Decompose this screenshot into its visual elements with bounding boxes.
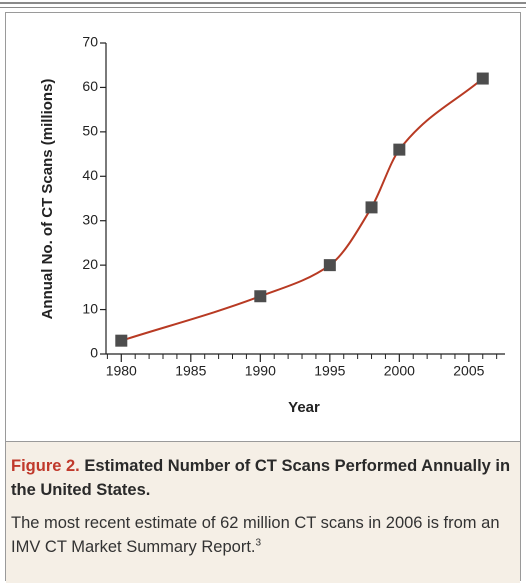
- caption: Figure 2. Estimated Number of CT Scans P…: [6, 441, 520, 583]
- y-axis-label: Annual No. of CT Scans (millions): [39, 79, 56, 320]
- data-point: [115, 334, 128, 347]
- y-tick-label: 70: [82, 34, 98, 50]
- y-tick-label: 0: [90, 345, 98, 361]
- x-tick-label: 1980: [106, 363, 137, 379]
- top-rule: [0, 7, 526, 8]
- x-axis-label: Year: [288, 399, 320, 416]
- x-tick-label: 2000: [384, 363, 415, 379]
- figure-title: Estimated Number of CT Scans Performed A…: [11, 457, 511, 499]
- data-point: [476, 72, 489, 85]
- y-tick-label: 10: [82, 300, 98, 316]
- x-tick-label: 2005: [453, 363, 484, 379]
- data-point: [365, 201, 378, 214]
- figure-panel: Annual No. of CT Scans (millions) Year 0…: [5, 12, 521, 583]
- x-tick-label: 1985: [175, 363, 206, 379]
- data-point: [323, 259, 336, 272]
- top-rule: [0, 2, 526, 4]
- chart: Annual No. of CT Scans (millions) Year 0…: [39, 34, 505, 416]
- y-tick-label: 50: [82, 123, 98, 139]
- y-tick-label: 40: [82, 167, 98, 183]
- data-point: [254, 290, 267, 303]
- y-tick-label: 60: [82, 78, 98, 94]
- y-tick-label: 20: [82, 256, 98, 272]
- data-line: [120, 77, 484, 342]
- figure-label: Figure 2.: [11, 457, 80, 475]
- data-point: [393, 143, 406, 156]
- x-tick-label: 1990: [245, 363, 276, 379]
- y-tick-label: 30: [82, 211, 98, 227]
- x-tick-label: 1995: [314, 363, 345, 379]
- reference: 3: [255, 537, 262, 549]
- caption-text: The most recent estimate of 62 million C…: [11, 514, 500, 556]
